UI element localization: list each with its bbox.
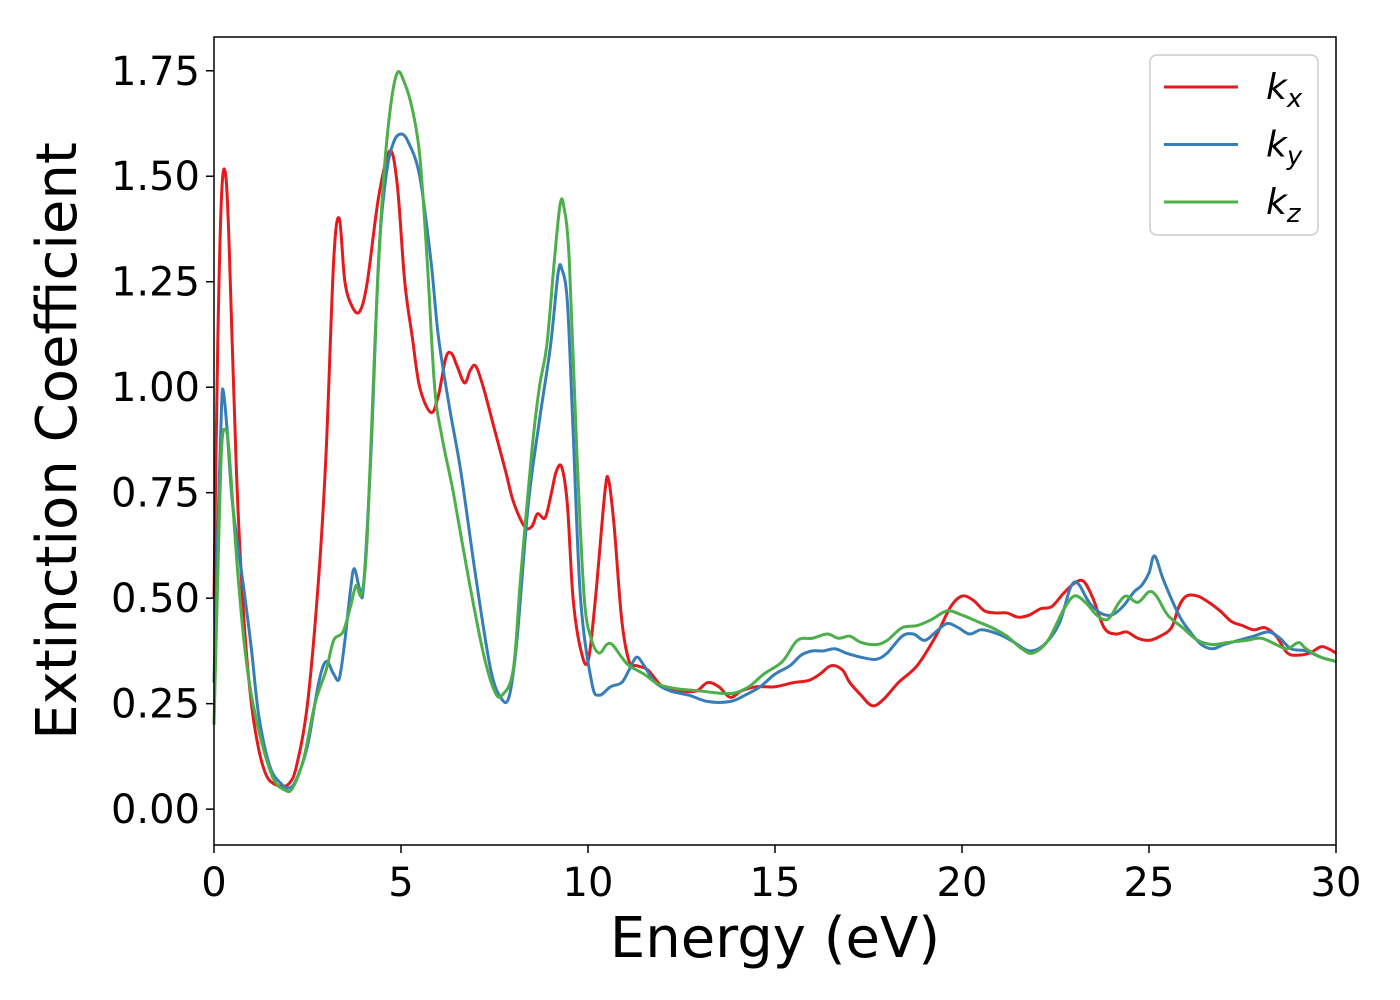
- y-tick-label: 1.50: [111, 154, 200, 200]
- y-axis-title: Extinction Coefficient: [25, 142, 90, 740]
- x-tick-label: 20: [937, 860, 988, 906]
- x-axis-title: Energy (eV): [610, 906, 940, 971]
- x-tick-label: 0: [201, 860, 226, 906]
- x-tick-label: 5: [388, 860, 413, 906]
- y-tick-label: 0.00: [111, 787, 200, 833]
- y-tick-label: 0.50: [111, 576, 200, 622]
- x-tick-label: 30: [1311, 860, 1362, 906]
- legend-label-base: k: [1266, 125, 1289, 166]
- x-tick-label: 25: [1124, 860, 1175, 906]
- legend-label-base: k: [1266, 182, 1289, 223]
- x-axis-ticks: 0 5 10 15 20 25 30: [201, 845, 1361, 906]
- series-line-kx: [212, 149, 1337, 788]
- legend-label-base: k: [1266, 67, 1289, 108]
- legend-label-kz: kz: [1266, 182, 1302, 229]
- y-axis-ticks: 0.00 0.25 0.50 0.75 1.00 1.25 1.50 1.75: [111, 49, 214, 833]
- x-tick-label: 15: [750, 860, 801, 906]
- legend-label-subscript: x: [1286, 84, 1303, 114]
- legend-label-kx: kx: [1266, 67, 1303, 114]
- y-tick-label: 1.75: [111, 49, 200, 95]
- plot-lines: [212, 70, 1337, 794]
- y-tick-label: 1.00: [111, 365, 200, 411]
- legend-label-ky: ky: [1266, 125, 1303, 172]
- y-tick-label: 0.75: [111, 471, 200, 517]
- legend-label-subscript: z: [1286, 199, 1302, 229]
- x-tick-label: 10: [563, 860, 614, 906]
- legend-label-subscript: y: [1286, 142, 1303, 172]
- y-tick-label: 0.25: [111, 682, 200, 728]
- series-line-kz: [212, 70, 1337, 794]
- y-tick-label: 1.25: [111, 260, 200, 306]
